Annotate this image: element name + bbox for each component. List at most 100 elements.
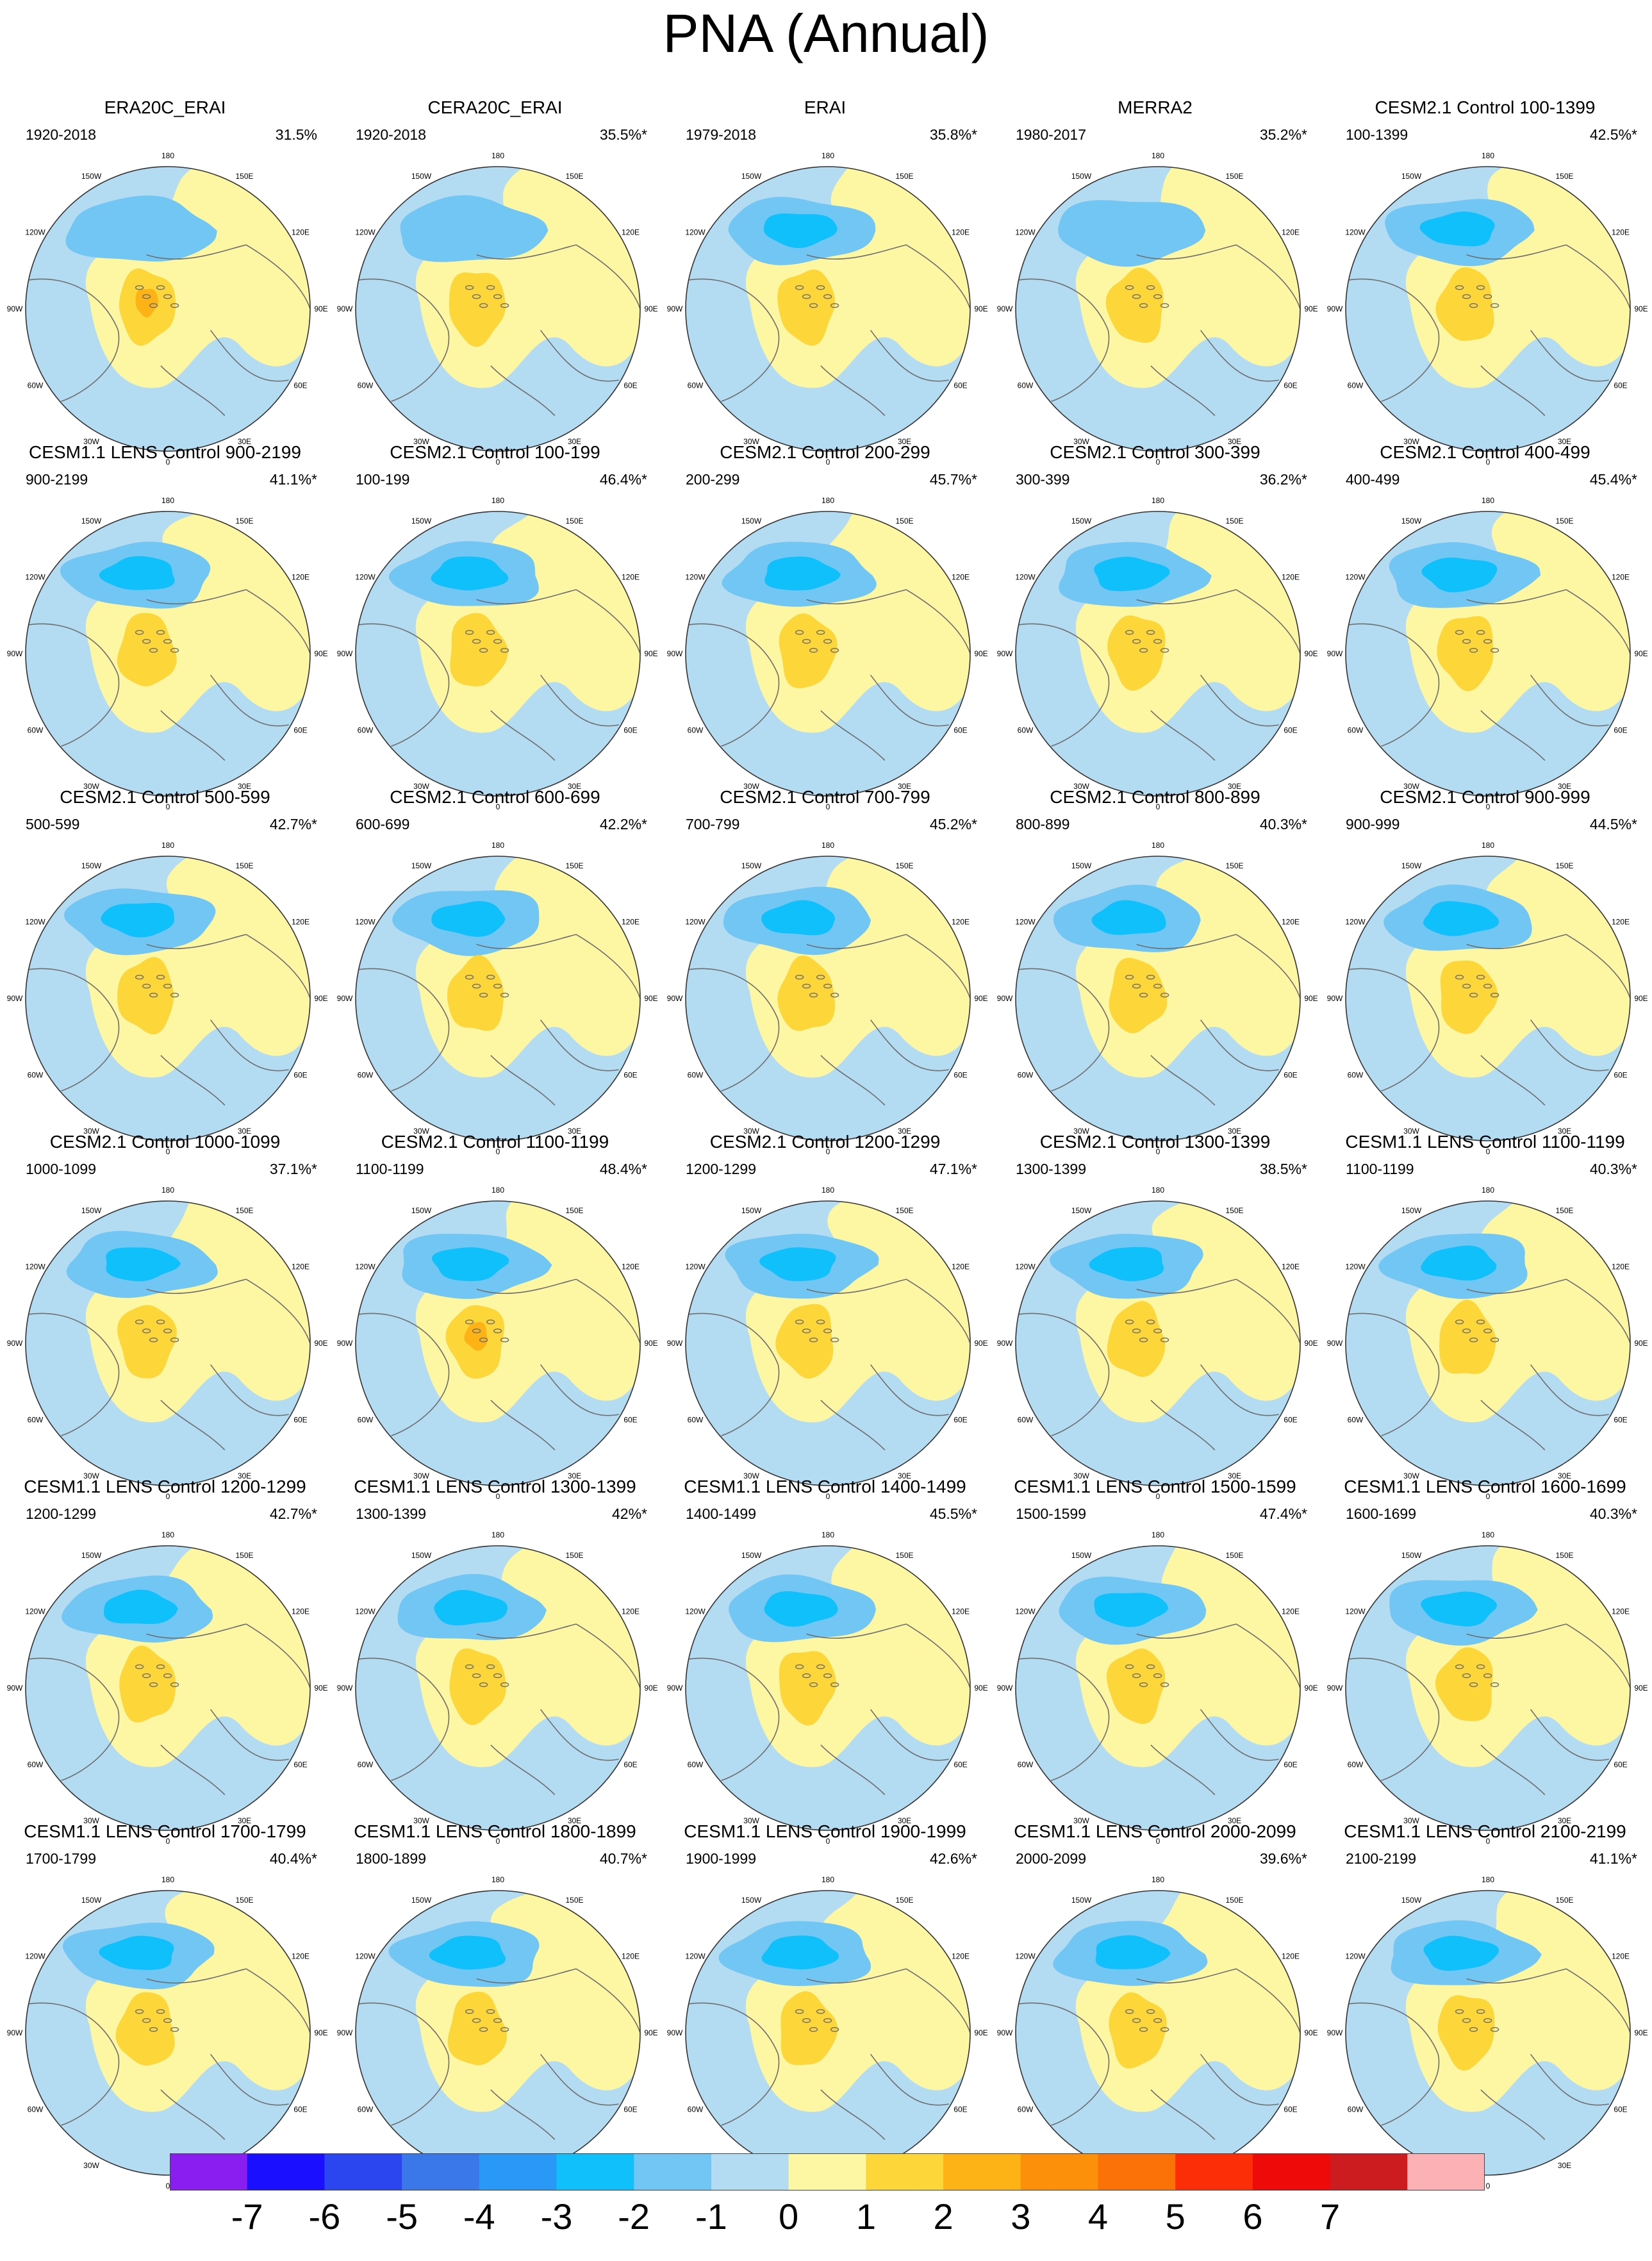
positive-core-region	[1109, 957, 1168, 1034]
contour-fill	[686, 167, 970, 451]
longitude-label: 120E	[292, 1263, 310, 1271]
longitude-label: 150W	[81, 1896, 102, 1905]
map-outline	[25, 1890, 311, 2176]
colorbar-swatch	[1407, 2153, 1485, 2191]
contour-fill	[1346, 167, 1630, 451]
contour-fill	[1016, 1891, 1300, 2175]
longitude-label: 120E	[1282, 1263, 1300, 1271]
longitude-label: 150W	[741, 1896, 762, 1905]
panel-title: CESM1.1 LENS Control 1500-1599	[1014, 1477, 1296, 1496]
longitude-label: 150W	[411, 1206, 432, 1215]
longitude-label: 90W	[667, 304, 683, 313]
longitude-label: 60E	[954, 1071, 967, 1080]
longitude-label: 150E	[895, 861, 913, 870]
longitude-label: 0	[1156, 458, 1161, 467]
longitude-label: 150W	[1401, 517, 1422, 526]
longitude-label: 120W	[1015, 918, 1036, 927]
colorbar-swatch	[711, 2153, 789, 2191]
longitude-label: 150W	[411, 861, 432, 870]
colorbar-tick-label: -6	[308, 2196, 341, 2237]
longitude-label: 90E	[644, 1339, 657, 1348]
colorbar-swatch	[402, 2153, 480, 2191]
longitude-label: 90E	[1304, 2028, 1317, 2037]
colorbar-tick-label: 6	[1243, 2196, 1263, 2237]
polar-map: 180 150E 120E 90E 60E 30E 0 30W 60W 90W 120W 150W	[997, 1186, 1318, 1501]
longitude-label: 120W	[685, 918, 706, 927]
longitude-label: 30W	[1403, 782, 1419, 791]
panel-title: CESM2.1 Control 100-1399	[1375, 97, 1596, 117]
contour-fill	[1346, 511, 1630, 796]
longitude-label: 90E	[1304, 1339, 1317, 1348]
panel-period: 1920-2018	[26, 126, 96, 143]
longitude-label: 60W	[688, 1760, 704, 1769]
longitude-label: 90E	[314, 1684, 327, 1693]
longitude-label: 150W	[411, 1551, 432, 1560]
longitude-label: 0	[496, 1837, 500, 1846]
longitude-label: 120W	[25, 1263, 45, 1271]
polar-map: 180 150E 120E 90E 60E 30E 0 30W 60W 90W 120W 150W	[337, 841, 658, 1156]
polar-map: 180 150E 120E 90E 60E 30E 0 30W 60W 90W 120W 150W	[337, 1186, 658, 1501]
longitude-label: 150W	[1401, 1551, 1422, 1560]
colorbar-swatch	[324, 2153, 402, 2191]
map-outline	[1345, 1545, 1631, 1831]
longitude-label: 30E	[568, 782, 581, 791]
panel-period: 700-799	[686, 816, 740, 832]
map-panel: CESM1.1 LENS Control 1300-1399 1300-1399 4…	[330, 1475, 660, 1850]
map-outline	[355, 856, 641, 1141]
longitude-label: 30W	[413, 437, 429, 446]
longitude-label: 60W	[1018, 381, 1034, 390]
colorbar-swatch	[1330, 2153, 1408, 2191]
longitude-label: 0	[1486, 1837, 1491, 1846]
panel-period: 1300-1399	[1016, 1161, 1086, 1177]
longitude-label: 30W	[743, 1471, 759, 1480]
longitude-label: 180	[822, 151, 834, 160]
longitude-label: 30W	[413, 1471, 429, 1480]
longitude-label: 120W	[25, 1607, 45, 1616]
contour-fill	[26, 1201, 310, 1486]
longitude-label: 120E	[952, 1263, 970, 1271]
colorbar-tick-label: -1	[695, 2196, 727, 2237]
colorbar-tick-label: 3	[1011, 2196, 1031, 2237]
longitude-label: 150W	[741, 1551, 762, 1560]
longitude-label: 90W	[337, 649, 353, 658]
panel-period: 1100-1199	[1346, 1161, 1414, 1177]
colorbar-swatch	[634, 2153, 712, 2191]
longitude-label: 120E	[1282, 1952, 1300, 1961]
longitude-label: 180	[1482, 1186, 1494, 1195]
polar-map: 180 150E 120E 90E 60E 30E 0 30W 60W 90W 120W 150W	[997, 841, 1318, 1156]
longitude-label: 180	[1482, 496, 1494, 505]
longitude-label: 30E	[1228, 437, 1241, 446]
panel-variance: 42.7%*	[269, 1505, 317, 1522]
colorbar-swatch	[1020, 2153, 1098, 2191]
longitude-label: 90E	[974, 994, 987, 1003]
panel-variance: 35.8%*	[929, 126, 977, 143]
colorbar-swatch	[247, 2153, 325, 2191]
map-panel: CESM1.1 LENS Control 1100-1199 1100-1199 4…	[1320, 1130, 1650, 1505]
longitude-label: 60W	[1018, 726, 1034, 735]
panel-variance: 36.2%*	[1259, 471, 1307, 488]
map-panel: CESM2.1 Control 600-699 600-699 42.2%* 180 1…	[330, 786, 660, 1161]
longitude-label: 60E	[954, 1760, 967, 1769]
longitude-label: 120W	[1345, 918, 1366, 927]
longitude-label: 60W	[358, 1071, 374, 1080]
coastline	[1346, 1968, 1630, 2141]
contour-fill	[26, 856, 310, 1141]
panel-period: 1400-1499	[686, 1505, 756, 1522]
colorbar-tick-label: -2	[618, 2196, 650, 2237]
longitude-label: 120E	[292, 228, 310, 237]
longitude-label: 180	[1482, 1530, 1494, 1539]
longitude-label: 0	[1486, 2182, 1491, 2191]
longitude-label: 30E	[898, 1816, 911, 1825]
longitude-label: 90E	[974, 2028, 987, 2037]
longitude-label: 30E	[898, 1471, 911, 1480]
longitude-label: 90W	[667, 1339, 683, 1348]
contour-fill	[26, 1891, 310, 2175]
panel-period: 1000-1099	[26, 1161, 96, 1177]
longitude-label: 0	[1156, 1837, 1161, 1846]
longitude-label: 180	[491, 496, 504, 505]
longitude-label: 30E	[898, 782, 911, 791]
longitude-label: 180	[161, 1186, 174, 1195]
contour-fill	[1016, 511, 1300, 796]
map-panel: ERAI 1979-2018 35.8%* 180 150E 120E 90E 60E 30E 0…	[660, 96, 990, 471]
longitude-label: 60W	[688, 2105, 704, 2114]
